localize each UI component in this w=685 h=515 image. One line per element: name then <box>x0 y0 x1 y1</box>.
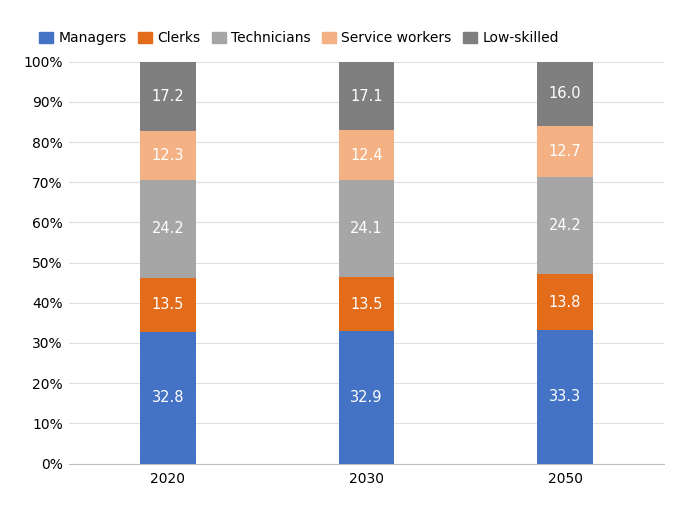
Bar <box>537 62 593 126</box>
Bar <box>338 180 395 277</box>
Bar <box>140 278 196 332</box>
Text: 32.9: 32.9 <box>350 390 383 405</box>
Bar <box>338 62 395 130</box>
Text: 13.5: 13.5 <box>350 297 383 312</box>
Bar <box>537 126 593 177</box>
Text: 33.3: 33.3 <box>549 389 581 404</box>
Text: 16.0: 16.0 <box>549 87 582 101</box>
Text: 32.8: 32.8 <box>151 390 184 405</box>
Text: 24.1: 24.1 <box>350 221 383 236</box>
Text: 12.7: 12.7 <box>549 144 582 159</box>
Text: 24.2: 24.2 <box>549 218 582 233</box>
Bar <box>140 62 196 131</box>
Bar <box>338 130 395 180</box>
Bar <box>140 131 196 180</box>
Text: 17.2: 17.2 <box>151 89 184 104</box>
Bar <box>140 332 196 464</box>
Legend: Managers, Clerks, Technicians, Service workers, Low-skilled: Managers, Clerks, Technicians, Service w… <box>34 26 564 51</box>
Text: 12.4: 12.4 <box>350 148 383 163</box>
Bar <box>537 274 593 330</box>
Text: 17.1: 17.1 <box>350 89 383 104</box>
Bar <box>537 330 593 464</box>
Text: 24.2: 24.2 <box>151 221 184 236</box>
Text: 13.8: 13.8 <box>549 295 582 310</box>
Text: 13.5: 13.5 <box>151 297 184 312</box>
Bar <box>140 180 196 278</box>
Text: 12.3: 12.3 <box>151 148 184 163</box>
Bar <box>338 277 395 331</box>
Bar <box>338 331 395 464</box>
Bar <box>537 177 593 274</box>
